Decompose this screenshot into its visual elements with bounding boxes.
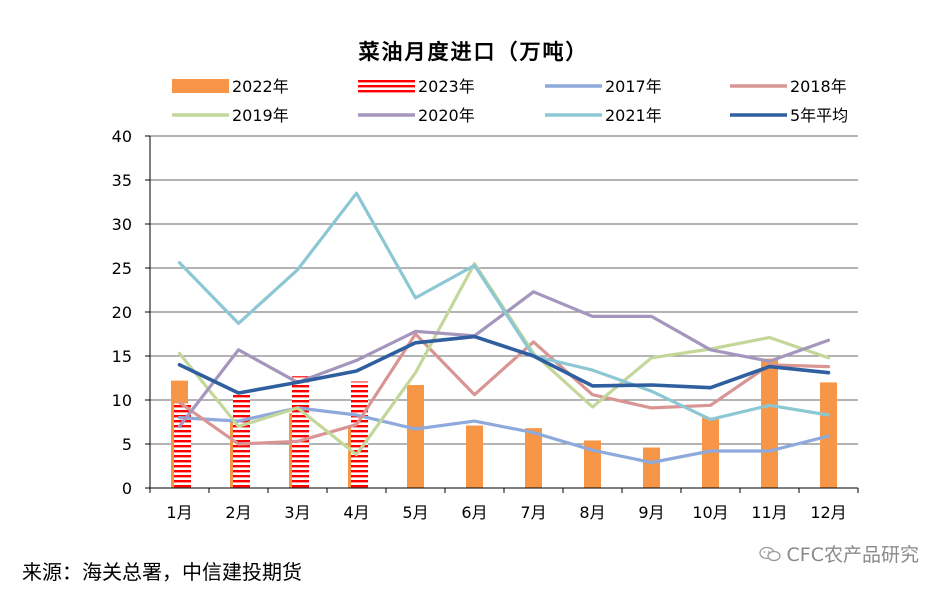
legend-label: 2019年 (232, 106, 289, 125)
axes: 0 5 10 15 20 25 30 35 40 1月 2月 3月 4月 5月 6月 7月 8月 9月 10月 11月… (112, 127, 859, 522)
x-tick-label: 10月 (692, 503, 728, 522)
y-tick-label: 15 (112, 347, 132, 366)
x-tick-label: 2月 (225, 503, 251, 522)
legend-item-5年平均: 5年平均 (730, 106, 848, 125)
grid-lines (150, 135, 858, 445)
legend-item-2020年: 2020年 (358, 106, 475, 125)
line-series-5年平均 (177, 334, 831, 395)
legend-label: 2021年 (605, 106, 662, 125)
legend-item-2021年: 2021年 (545, 106, 662, 125)
bar-2022年 (466, 425, 483, 488)
y-tick-label: 20 (112, 303, 132, 322)
legend-label: 2022年 (232, 77, 289, 96)
legend-swatch (172, 79, 229, 93)
wechat-icon (758, 546, 781, 561)
bar-2022年 (702, 417, 719, 488)
line-series-2018年 (177, 332, 831, 446)
bar-2022年 (761, 358, 778, 488)
y-tick-label: 30 (112, 215, 132, 234)
x-tick-label: 4月 (343, 503, 369, 522)
legend-item-2019年: 2019年 (172, 106, 289, 125)
legend-item-2018年: 2018年 (730, 77, 847, 96)
line-series-2021年 (177, 191, 831, 421)
y-tick-label: 0 (122, 479, 132, 498)
legend-label: 2017年 (605, 77, 662, 96)
legend-label: 2023年 (418, 77, 475, 96)
bar-2022年 (407, 385, 424, 488)
legend-item-2017年: 2017年 (545, 77, 662, 96)
y-tick-label: 40 (112, 127, 132, 146)
x-tick-label: 9月 (638, 503, 664, 522)
y-tick-label: 5 (122, 435, 132, 454)
line-series-2020年 (177, 290, 831, 428)
x-tick-label: 7月 (520, 503, 546, 522)
legend-label: 5年平均 (790, 106, 848, 125)
bar-2023年 (292, 376, 309, 488)
legend-item-2023年: 2023年 (358, 77, 475, 96)
bar-2022年 (643, 447, 660, 488)
chart-title: 菜油月度进口（万吨） (358, 39, 589, 64)
lines-layer (177, 191, 831, 465)
watermark: CFC农产品研究 (758, 540, 919, 567)
x-tick-label: 12月 (810, 503, 846, 522)
bars-layer (171, 358, 837, 488)
x-tick-label: 1月 (166, 503, 192, 522)
legend-label: 2018年 (790, 77, 847, 96)
x-tick-label: 8月 (579, 503, 605, 522)
bar-2023年 (351, 381, 368, 488)
source-note: 来源：海关总署，中信建投期货 (22, 560, 302, 584)
y-tick-label: 25 (112, 259, 132, 278)
bar-2023年 (174, 403, 191, 488)
x-tick-label: 6月 (461, 503, 487, 522)
x-tick-label: 3月 (284, 503, 310, 522)
y-tick-label: 35 (112, 171, 132, 190)
x-tick-label: 5月 (402, 503, 428, 522)
y-tick-label: 10 (112, 391, 132, 410)
legend: 2022年 2023年 2017年 2018年 2019年 2020年 2021年 5年平均 (172, 77, 848, 125)
bar-2022年 (525, 428, 542, 488)
x-tick-label: 11月 (751, 503, 787, 522)
legend-label: 2020年 (418, 106, 475, 125)
watermark-text: CFC农产品研究 (786, 544, 919, 566)
legend-item-2022年: 2022年 (172, 77, 289, 96)
legend-swatch (358, 79, 415, 93)
